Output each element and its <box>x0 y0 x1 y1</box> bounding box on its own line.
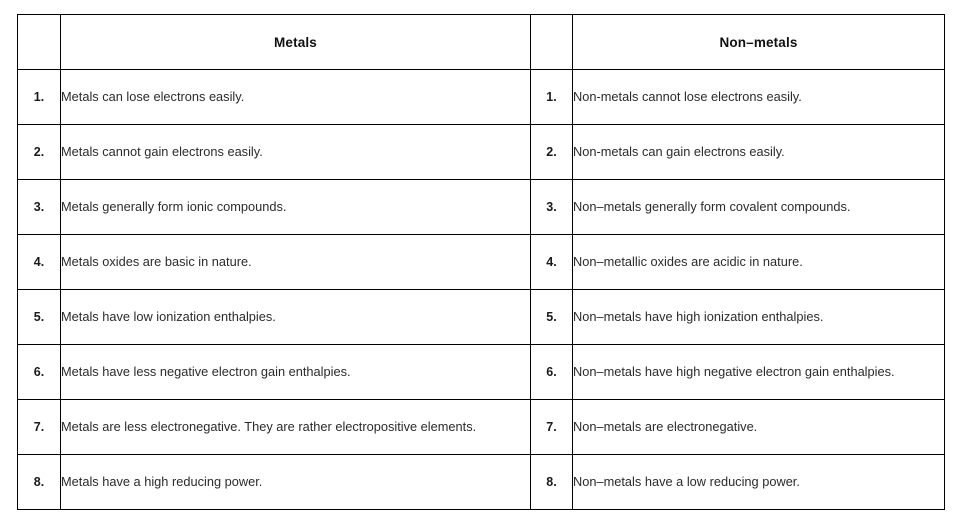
left-number-column-header <box>17 14 61 70</box>
table-row: 2. Metals cannot gain electrons easily. … <box>17 124 945 180</box>
row-number-metals: 3. <box>17 179 61 235</box>
table-header-row: Metals Non–metals <box>17 14 945 70</box>
row-number-nonmetals: 4. <box>530 234 573 290</box>
table-row: 7. Metals are less electronegative. They… <box>17 399 945 455</box>
row-text-metals: Metals cannot gain electrons easily. <box>60 124 531 180</box>
table-row: 1. Metals can lose electrons easily. 1. … <box>17 69 945 125</box>
row-text-metals: Metals generally form ionic compounds. <box>60 179 531 235</box>
table-row: 4. Metals oxides are basic in nature. 4.… <box>17 234 945 290</box>
row-text-nonmetals: Non-metals cannot lose electrons easily. <box>572 69 945 125</box>
metals-nonmetals-comparison-table: Metals Non–metals 1. Metals can lose ele… <box>17 14 945 510</box>
row-number-metals: 8. <box>17 454 61 510</box>
row-number-metals: 7. <box>17 399 61 455</box>
row-text-nonmetals: Non–metals have high negative electron g… <box>572 344 945 400</box>
row-text-metals: Metals have low ionization enthalpies. <box>60 289 531 345</box>
table-row: 8. Metals have a high reducing power. 8.… <box>17 454 945 510</box>
row-number-nonmetals: 8. <box>530 454 573 510</box>
row-text-metals: Metals can lose electrons easily. <box>60 69 531 125</box>
row-number-metals: 1. <box>17 69 61 125</box>
row-text-metals: Metals oxides are basic in nature. <box>60 234 531 290</box>
row-text-metals: Metals have less negative electron gain … <box>60 344 531 400</box>
table-row: 5. Metals have low ionization enthalpies… <box>17 289 945 345</box>
row-number-nonmetals: 5. <box>530 289 573 345</box>
row-number-metals: 4. <box>17 234 61 290</box>
row-number-nonmetals: 6. <box>530 344 573 400</box>
row-text-nonmetals: Non–metals have a low reducing power. <box>572 454 945 510</box>
row-text-nonmetals: Non–metallic oxides are acidic in nature… <box>572 234 945 290</box>
table-row: 3. Metals generally form ionic compounds… <box>17 179 945 235</box>
row-number-nonmetals: 3. <box>530 179 573 235</box>
row-text-nonmetals: Non–metals generally form covalent compo… <box>572 179 945 235</box>
row-text-metals: Metals are less electronegative. They ar… <box>60 399 531 455</box>
row-text-metals: Metals have a high reducing power. <box>60 454 531 510</box>
right-number-column-header <box>530 14 573 70</box>
row-number-metals: 5. <box>17 289 61 345</box>
row-text-nonmetals: Non–metals have high ionization enthalpi… <box>572 289 945 345</box>
table-body: 1. Metals can lose electrons easily. 1. … <box>17 69 945 510</box>
nonmetals-column-header: Non–metals <box>572 14 945 70</box>
row-number-metals: 2. <box>17 124 61 180</box>
row-number-nonmetals: 1. <box>530 69 573 125</box>
metals-column-header: Metals <box>60 14 531 70</box>
table-row: 6. Metals have less negative electron ga… <box>17 344 945 400</box>
row-number-metals: 6. <box>17 344 61 400</box>
row-number-nonmetals: 7. <box>530 399 573 455</box>
row-number-nonmetals: 2. <box>530 124 573 180</box>
row-text-nonmetals: Non-metals can gain electrons easily. <box>572 124 945 180</box>
row-text-nonmetals: Non–metals are electronegative. <box>572 399 945 455</box>
